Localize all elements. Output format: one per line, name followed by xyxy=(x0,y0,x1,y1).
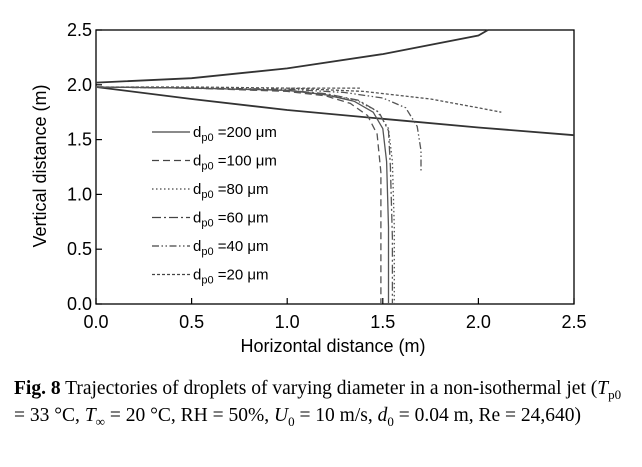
caption-tinf-sub: ∞ xyxy=(95,414,105,430)
figure-label: Fig. 8 xyxy=(14,378,61,399)
x-tick-label: 2.0 xyxy=(466,312,491,332)
plot-area xyxy=(95,29,575,305)
legend-label: dp0 =40 μm xyxy=(193,238,269,258)
caption-text: Trajectories of droplets of varying diam… xyxy=(60,378,598,399)
caption-u0-value: = 10 m/s, xyxy=(294,405,378,427)
x-axis-title: Horizontal distance (m) xyxy=(240,336,425,356)
legend-label: dp0 =80 μm xyxy=(193,181,269,201)
legend: dp0 =200 μm dp0 =100 μm dp0 =80 μm dp0 =60 … xyxy=(152,124,277,287)
caption-d0-sub: 0 xyxy=(387,414,394,430)
y-tick-label: 1.0 xyxy=(67,184,92,204)
y-axis-title: Vertical distance (m) xyxy=(30,84,50,247)
y-tick-label: 2.5 xyxy=(67,20,92,40)
jet-boundary xyxy=(95,29,489,84)
caption-d0: d xyxy=(377,405,388,427)
y-tick-label: 2.0 xyxy=(67,75,92,95)
x-tick-label: 2.5 xyxy=(561,312,586,332)
x-tick-label: 1.0 xyxy=(275,312,300,332)
legend-label: dp0 =200 μm xyxy=(193,124,277,144)
caption-tp0-sub: p0 xyxy=(608,386,622,402)
jet-boundary xyxy=(95,86,575,137)
caption-d0-value: = 0.04 m, Re = 24,640) xyxy=(393,405,582,427)
jet-boundary-lines xyxy=(95,29,575,137)
caption-u0: U xyxy=(273,405,289,427)
y-tick-label: 1.5 xyxy=(67,130,92,150)
caption-tp0-value: = 33 °C, xyxy=(14,405,85,427)
caption-u0-sub: 0 xyxy=(288,414,295,430)
trajectory-series xyxy=(95,86,502,304)
axis-ticks: 0.0 0.5 1.0 1.5 2.0 2.5 0.0 0.5 1.0 1.5 2.0 2.5 xyxy=(67,20,587,332)
trajectory-line xyxy=(95,86,422,173)
y-tick-label: 0.0 xyxy=(67,294,92,314)
legend-label: dp0 =20 μm xyxy=(193,267,269,287)
x-tick-label: 0.5 xyxy=(179,312,204,332)
x-tick-label: 1.5 xyxy=(370,312,395,332)
legend-label: dp0 =60 μm xyxy=(193,210,269,230)
caption-tp0: T xyxy=(597,378,609,399)
caption-tinf-value: = 20 °C, RH = 50%, xyxy=(104,405,274,427)
legend-label: dp0 =100 μm xyxy=(193,153,277,173)
figure-caption: Fig. 8 Trajectories of droplets of varyi… xyxy=(14,376,628,430)
plot-border xyxy=(95,29,575,305)
caption-tinf: T xyxy=(84,405,96,427)
y-tick-label: 0.5 xyxy=(67,239,92,259)
trajectory-line xyxy=(96,86,502,113)
x-tick-label: 0.0 xyxy=(83,312,108,332)
